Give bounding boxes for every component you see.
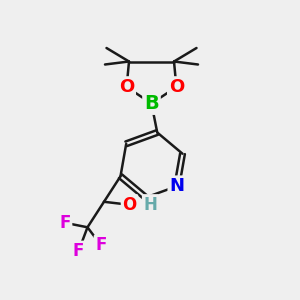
Text: O: O: [122, 196, 136, 214]
Text: F: F: [73, 242, 84, 260]
Text: F: F: [95, 236, 107, 254]
Text: O: O: [169, 78, 184, 96]
Text: H: H: [144, 196, 158, 214]
Text: O: O: [119, 78, 134, 96]
Text: B: B: [144, 94, 159, 113]
Text: N: N: [169, 177, 184, 195]
Text: F: F: [59, 214, 71, 232]
